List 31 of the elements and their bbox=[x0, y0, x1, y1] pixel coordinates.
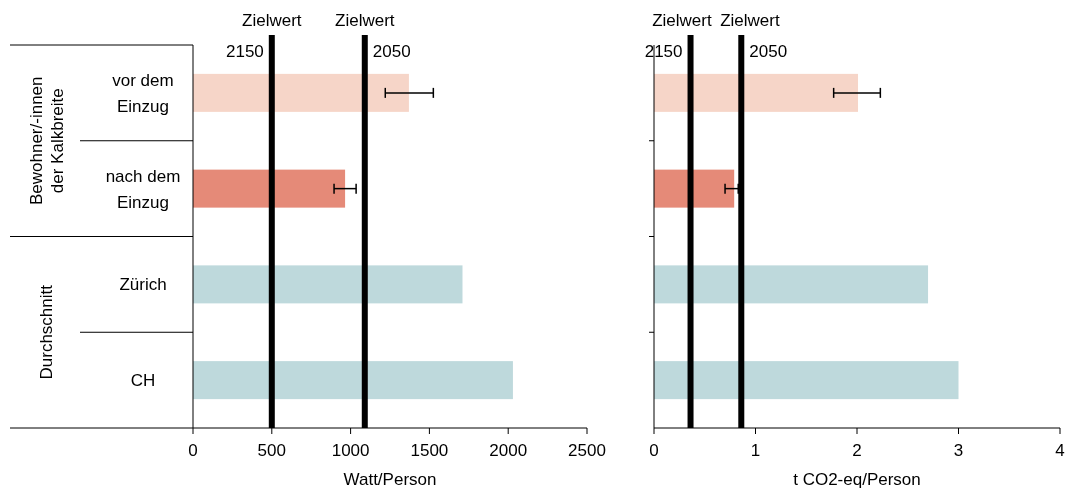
text: Bewohner/-innen der Kalkbreite bbox=[26, 76, 67, 206]
y-tick-label: Zürich bbox=[119, 275, 167, 295]
x-tick-label: 0 bbox=[649, 441, 659, 460]
x-axis-title: Watt/Person bbox=[343, 470, 437, 489]
bar bbox=[654, 73, 859, 112]
bar bbox=[193, 73, 409, 112]
ref-line-label: Zielwert 2150 bbox=[644, 11, 712, 61]
y-tick-label: vor dem Einzug bbox=[112, 70, 174, 116]
y-tick-label: CH bbox=[130, 371, 156, 391]
bar bbox=[193, 265, 463, 304]
y-tick-label: nach dem Einzug bbox=[105, 166, 181, 212]
x-tick-label: 500 bbox=[257, 441, 286, 460]
x-axis-title: t CO2-eq/Person bbox=[793, 470, 921, 489]
x-tick-label: 4 bbox=[1055, 441, 1065, 460]
bar bbox=[654, 361, 959, 400]
x-tick-label: 1000 bbox=[331, 441, 370, 460]
ref-line-label: Zielwert 2050 bbox=[720, 11, 788, 61]
x-tick-label: 0 bbox=[188, 441, 198, 460]
ref-line-label: Zielwert 2050 bbox=[335, 11, 411, 61]
bar bbox=[193, 361, 513, 400]
bar bbox=[654, 265, 929, 304]
text: Durchschnitt bbox=[37, 284, 56, 380]
bar bbox=[654, 169, 735, 208]
x-tick-label: 2500 bbox=[568, 441, 606, 460]
x-tick-label: 2 bbox=[852, 441, 862, 460]
ref-line-label: Zielwert 2150 bbox=[225, 11, 302, 61]
x-tick-label: 2000 bbox=[489, 441, 528, 460]
x-tick-label: 3 bbox=[953, 441, 964, 460]
x-tick-label: 1 bbox=[750, 441, 761, 460]
x-tick-label: 1500 bbox=[410, 441, 449, 460]
bar bbox=[193, 169, 346, 208]
